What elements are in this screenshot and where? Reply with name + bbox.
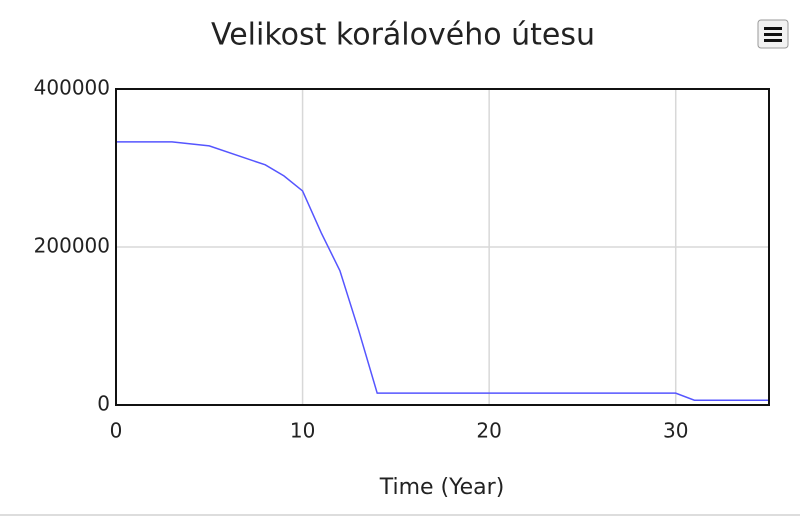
- chart-title: Velikost korálového útesu: [211, 18, 595, 53]
- menu-icon-bar: [764, 27, 782, 30]
- x-tick-label: 20: [476, 419, 501, 443]
- y-tick-label: 0: [97, 392, 110, 416]
- y-tick-label: 200000: [34, 234, 110, 258]
- x-axis-label: Time (Year): [379, 475, 505, 500]
- menu-button[interactable]: [757, 19, 789, 49]
- y-tick-label: 400000: [34, 76, 110, 100]
- data-line: [116, 141, 769, 402]
- x-tick-label: 0: [110, 419, 123, 443]
- menu-icon-bar: [764, 39, 782, 42]
- x-tick-label: 30: [663, 419, 688, 443]
- x-tick-label: 10: [290, 419, 315, 443]
- menu-icon-bar: [764, 33, 782, 36]
- plot-frame: [115, 88, 770, 406]
